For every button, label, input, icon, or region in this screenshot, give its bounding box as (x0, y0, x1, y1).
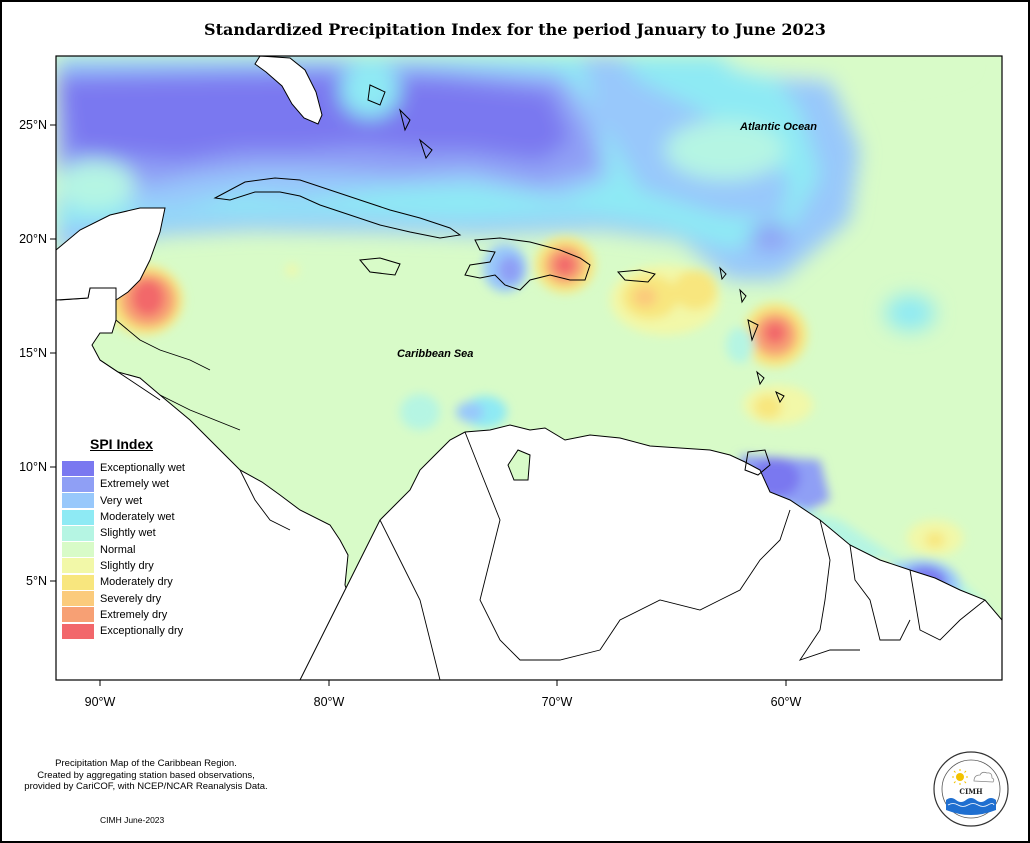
caption-line: Precipitation Map of the Caribbean Regio… (55, 758, 237, 769)
legend-title: SPI Index (90, 436, 154, 452)
sun-icon (952, 769, 968, 785)
legend-swatch (62, 623, 94, 639)
legend-swatch (62, 542, 94, 558)
caption-line: Created by aggregating station based obs… (37, 769, 255, 781)
credit-text: CIMH June-2023 (100, 815, 165, 825)
spi-field: Atlantic Ocean Caribbean Sea (56, 56, 1002, 680)
legend-label: Severely dry (100, 592, 162, 605)
x-tick-label: 80°W (314, 695, 345, 709)
legend-label: Slightly dry (100, 559, 154, 572)
legend-label: Normal (100, 543, 136, 556)
legend-label: Moderately wet (100, 511, 175, 524)
legend-item: Severely dry (62, 590, 197, 607)
islands (213, 84, 785, 481)
country-borders (99, 319, 986, 680)
legend-item: Very wet (62, 493, 197, 509)
legend-item: Extremely dry (62, 607, 197, 623)
legend-swatch (62, 574, 94, 590)
legend-swatch (62, 591, 94, 607)
legend-item: Moderately wet (62, 509, 197, 525)
map-title: Standardized Precipitation Index for the… (204, 20, 826, 39)
legend-label: Extremely dry (100, 608, 168, 621)
x-tick-label: 60°W (771, 695, 802, 709)
legend-item: Slightly wet (62, 525, 197, 541)
legend-item: Exceptionally dry (62, 623, 197, 639)
legend-item: Extremely wet (62, 476, 197, 492)
atlantic-ocean-label: Atlantic Ocean (739, 121, 817, 133)
land-masses (56, 56, 1002, 680)
x-tick-label: 90°W (85, 695, 116, 709)
legend-item: Exceptionally wet (62, 460, 197, 476)
y-tick-label: 15°N (19, 346, 47, 360)
logo-text: CIMH (959, 787, 983, 796)
x-axis: 90°W 80°W 70°W 60°W (85, 680, 802, 709)
legend-items: Exceptionally wet Extremely wet Very wet Mo… (62, 460, 197, 639)
legend-label: Very wet (100, 494, 143, 507)
legend-item: Normal (62, 541, 197, 558)
legend-swatch (62, 558, 94, 574)
legend-item: Moderately dry (62, 574, 197, 590)
x-tick-label: 70°W (542, 695, 573, 709)
legend-label: Moderately dry (100, 576, 173, 589)
caribbean-sea-label: Caribbean Sea (397, 348, 473, 360)
legend-item: Slightly dry (62, 558, 197, 574)
legend-label: Exceptionally wet (100, 462, 185, 475)
legend-label: Extremely wet (100, 478, 170, 491)
legend-swatch (62, 460, 94, 476)
y-axis: 25°N 20°N 15°N 10°N 5°N (19, 118, 56, 588)
caption-line: provided by CariCOF, with NCEP/NCAR Rean… (24, 781, 268, 792)
y-tick-label: 5°N (26, 574, 47, 588)
legend-swatch (62, 509, 94, 525)
y-tick-label: 10°N (19, 460, 47, 474)
y-tick-label: 25°N (19, 118, 47, 132)
cloud-icon (973, 771, 995, 783)
waves-icon (946, 798, 996, 815)
map-caption: Precipitation Map of the Caribbean Regio… (0, 758, 292, 793)
legend-swatch (62, 607, 94, 623)
y-tick-label: 20°N (19, 232, 47, 246)
legend-swatch (62, 525, 94, 541)
legend-swatch (62, 476, 94, 492)
spi-legend: SPI Index Exceptionally wet Extremely wet… (62, 436, 197, 639)
legend-label: Exceptionally dry (100, 625, 184, 638)
legend-label: Slightly wet (100, 527, 156, 540)
cimh-logo: CIMH (933, 751, 1009, 827)
legend-swatch (62, 493, 94, 509)
plot-border (55, 55, 1003, 681)
